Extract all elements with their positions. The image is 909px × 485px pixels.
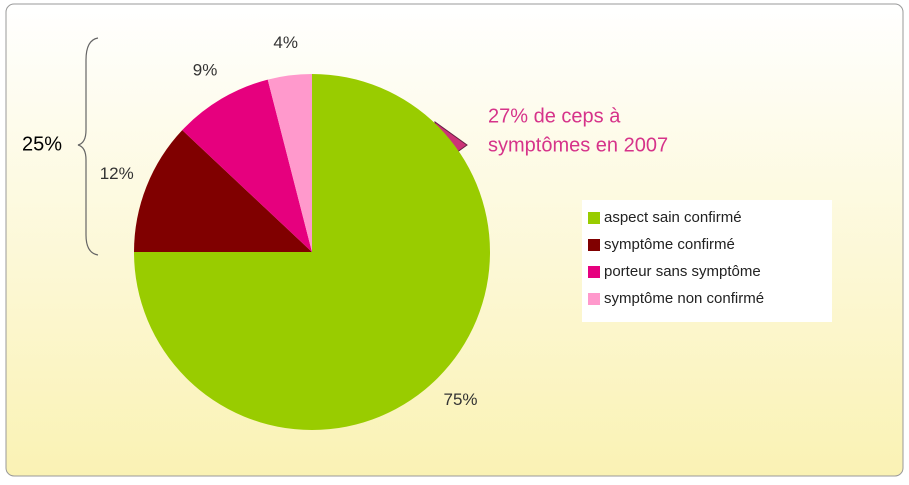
- brace-label: 25%: [22, 133, 62, 155]
- data-label: 4%: [273, 33, 298, 52]
- annotation: 27% de ceps à: [488, 105, 621, 127]
- legend-swatch: [588, 212, 600, 224]
- legend-swatch: [588, 266, 600, 278]
- legend-swatch: [588, 239, 600, 251]
- legend: [582, 200, 832, 322]
- legend-label: aspect sain confirmé: [604, 209, 742, 226]
- pie-slice: [182, 79, 312, 252]
- legend-swatch: [588, 293, 600, 305]
- data-label: 9%: [193, 61, 218, 80]
- pie-slice: [134, 130, 312, 252]
- pie-slice: [267, 74, 312, 252]
- brace: [77, 37, 99, 256]
- data-label: 75%: [444, 390, 478, 409]
- legend-label: symptôme non confirmé: [604, 290, 764, 307]
- data-label: 12%: [100, 164, 134, 183]
- annotation: symptômes en 2007: [488, 134, 668, 156]
- legend-label: symptôme confirmé: [604, 236, 735, 253]
- legend-label: porteur sans symptôme: [604, 263, 761, 280]
